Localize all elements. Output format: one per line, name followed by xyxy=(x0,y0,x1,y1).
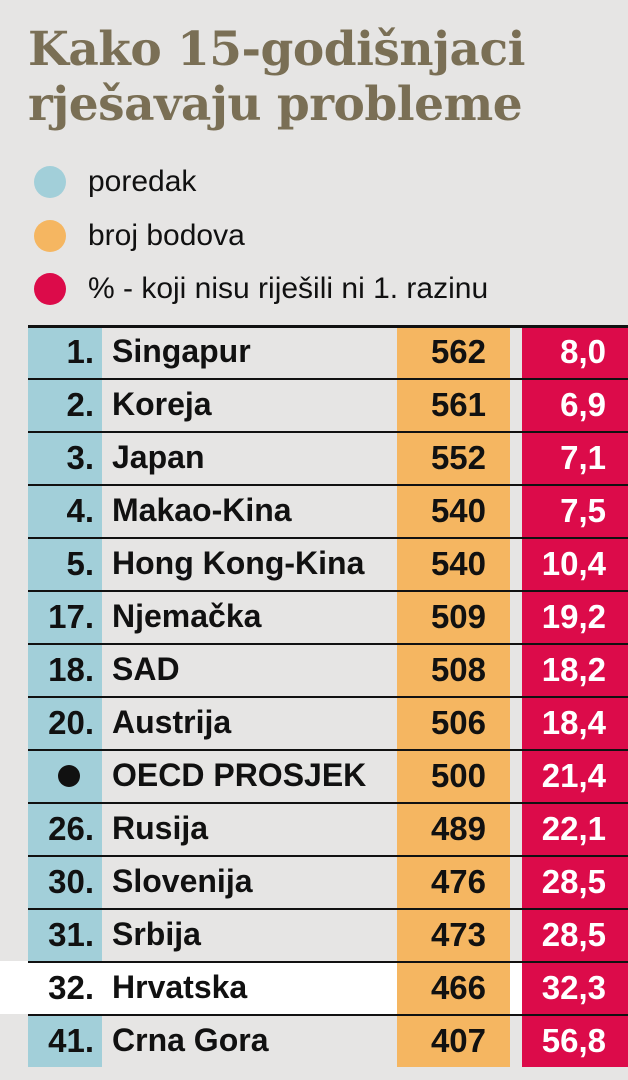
rank-cell: 41. xyxy=(28,1014,102,1067)
score-cell: 561 xyxy=(397,378,510,431)
percent-cell: 21,4 xyxy=(522,749,628,802)
country-cell: Srbija xyxy=(112,908,201,961)
column-gap xyxy=(510,961,522,1014)
country-cell: Rusija xyxy=(112,802,208,855)
percent-cell: 8,0 xyxy=(522,325,628,378)
country-cell: Makao-Kina xyxy=(112,484,292,537)
column-gap xyxy=(510,484,522,537)
column-gap xyxy=(510,643,522,696)
rank-cell: 18. xyxy=(28,643,102,696)
chart-title-line-1: Kako 15-godišnjaci xyxy=(28,22,618,77)
rank-cell: 20. xyxy=(28,696,102,749)
rank-cell: 30. xyxy=(28,855,102,908)
column-gap xyxy=(510,378,522,431)
rank-cell xyxy=(28,749,102,802)
country-cell: Koreja xyxy=(112,378,212,431)
country-cell: Hong Kong-Kina xyxy=(112,537,364,590)
column-gap xyxy=(510,537,522,590)
percent-cell: 22,1 xyxy=(522,802,628,855)
ranking-table: 1. Singapur 562 8,0 2. Koreja 561 6,9 3. Japan 552… xyxy=(0,325,628,1067)
legend-label-percent: % - koji nisu riješili ni 1. razinu xyxy=(88,272,488,306)
percent-cell: 10,4 xyxy=(522,537,628,590)
percent-cell: 18,4 xyxy=(522,696,628,749)
table-row: OECD PROSJEK 500 21,4 xyxy=(0,749,628,802)
score-cell: 500 xyxy=(397,749,510,802)
rank-cell: 4. xyxy=(28,484,102,537)
rank-cell: 3. xyxy=(28,431,102,484)
table-row: 18. SAD 508 18,2 xyxy=(0,643,628,696)
column-gap xyxy=(510,908,522,961)
rank-cell: 5. xyxy=(28,537,102,590)
percent-cell: 28,5 xyxy=(522,908,628,961)
table-row: 31. Srbija 473 28,5 xyxy=(0,908,628,961)
rank-cell: 26. xyxy=(28,802,102,855)
table-row: 2. Koreja 561 6,9 xyxy=(0,378,628,431)
column-gap xyxy=(510,325,522,378)
table-row: 17. Njemačka 509 19,2 xyxy=(0,590,628,643)
chart-title-line-2: rješavaju probleme xyxy=(28,77,618,132)
percent-cell: 7,1 xyxy=(522,431,628,484)
table-row: 1. Singapur 562 8,0 xyxy=(0,325,628,378)
legend-dot-rank xyxy=(34,166,66,198)
score-cell: 473 xyxy=(397,908,510,961)
column-gap xyxy=(510,802,522,855)
percent-cell: 7,5 xyxy=(522,484,628,537)
legend-item-rank: poredak xyxy=(34,162,196,202)
legend-item-score: broj bodova xyxy=(34,216,245,256)
score-cell: 476 xyxy=(397,855,510,908)
column-gap xyxy=(510,696,522,749)
table-row: 5. Hong Kong-Kina 540 10,4 xyxy=(0,537,628,590)
score-cell: 466 xyxy=(397,961,510,1014)
country-cell: OECD PROSJEK xyxy=(112,749,366,802)
percent-cell: 6,9 xyxy=(522,378,628,431)
table-row: 30. Slovenija 476 28,5 xyxy=(0,855,628,908)
percent-cell: 28,5 xyxy=(522,855,628,908)
score-cell: 489 xyxy=(397,802,510,855)
score-cell: 552 xyxy=(397,431,510,484)
rank-cell: 1. xyxy=(28,325,102,378)
percent-cell: 56,8 xyxy=(522,1014,628,1067)
percent-cell: 19,2 xyxy=(522,590,628,643)
score-cell: 509 xyxy=(397,590,510,643)
country-cell: Crna Gora xyxy=(112,1014,268,1067)
rank-cell: 2. xyxy=(28,378,102,431)
column-gap xyxy=(510,1014,522,1067)
legend-item-percent: % - koji nisu riješili ni 1. razinu xyxy=(34,269,488,309)
percent-cell: 32,3 xyxy=(522,961,628,1014)
country-cell: Slovenija xyxy=(112,855,253,908)
legend-label-rank: poredak xyxy=(88,165,196,199)
legend-dot-score xyxy=(34,220,66,252)
country-cell: Njemačka xyxy=(112,590,261,643)
table-row: 26. Rusija 489 22,1 xyxy=(0,802,628,855)
chart-title: Kako 15-godišnjaci rješavaju probleme xyxy=(28,22,618,132)
country-cell: Austrija xyxy=(112,696,231,749)
rank-cell: 31. xyxy=(28,908,102,961)
score-cell: 562 xyxy=(397,325,510,378)
table-row: 3. Japan 552 7,1 xyxy=(0,431,628,484)
legend-dot-percent xyxy=(34,273,66,305)
country-cell: Hrvatska xyxy=(112,961,247,1014)
percent-cell: 18,2 xyxy=(522,643,628,696)
score-cell: 508 xyxy=(397,643,510,696)
column-gap xyxy=(510,749,522,802)
score-cell: 506 xyxy=(397,696,510,749)
score-cell: 407 xyxy=(397,1014,510,1067)
table-row: 32. Hrvatska 466 32,3 xyxy=(0,961,628,1014)
score-cell: 540 xyxy=(397,484,510,537)
rank-cell: 17. xyxy=(28,590,102,643)
table-row: 4. Makao-Kina 540 7,5 xyxy=(0,484,628,537)
average-marker-icon xyxy=(58,765,80,787)
country-cell: Singapur xyxy=(112,325,251,378)
column-gap xyxy=(510,590,522,643)
country-cell: Japan xyxy=(112,431,204,484)
column-gap xyxy=(510,855,522,908)
rank-cell: 32. xyxy=(0,961,102,1014)
legend-label-score: broj bodova xyxy=(88,219,245,253)
country-cell: SAD xyxy=(112,643,180,696)
table-row: 20. Austrija 506 18,4 xyxy=(0,696,628,749)
column-gap xyxy=(510,431,522,484)
score-cell: 540 xyxy=(397,537,510,590)
table-row: 41. Crna Gora 407 56,8 xyxy=(0,1014,628,1067)
